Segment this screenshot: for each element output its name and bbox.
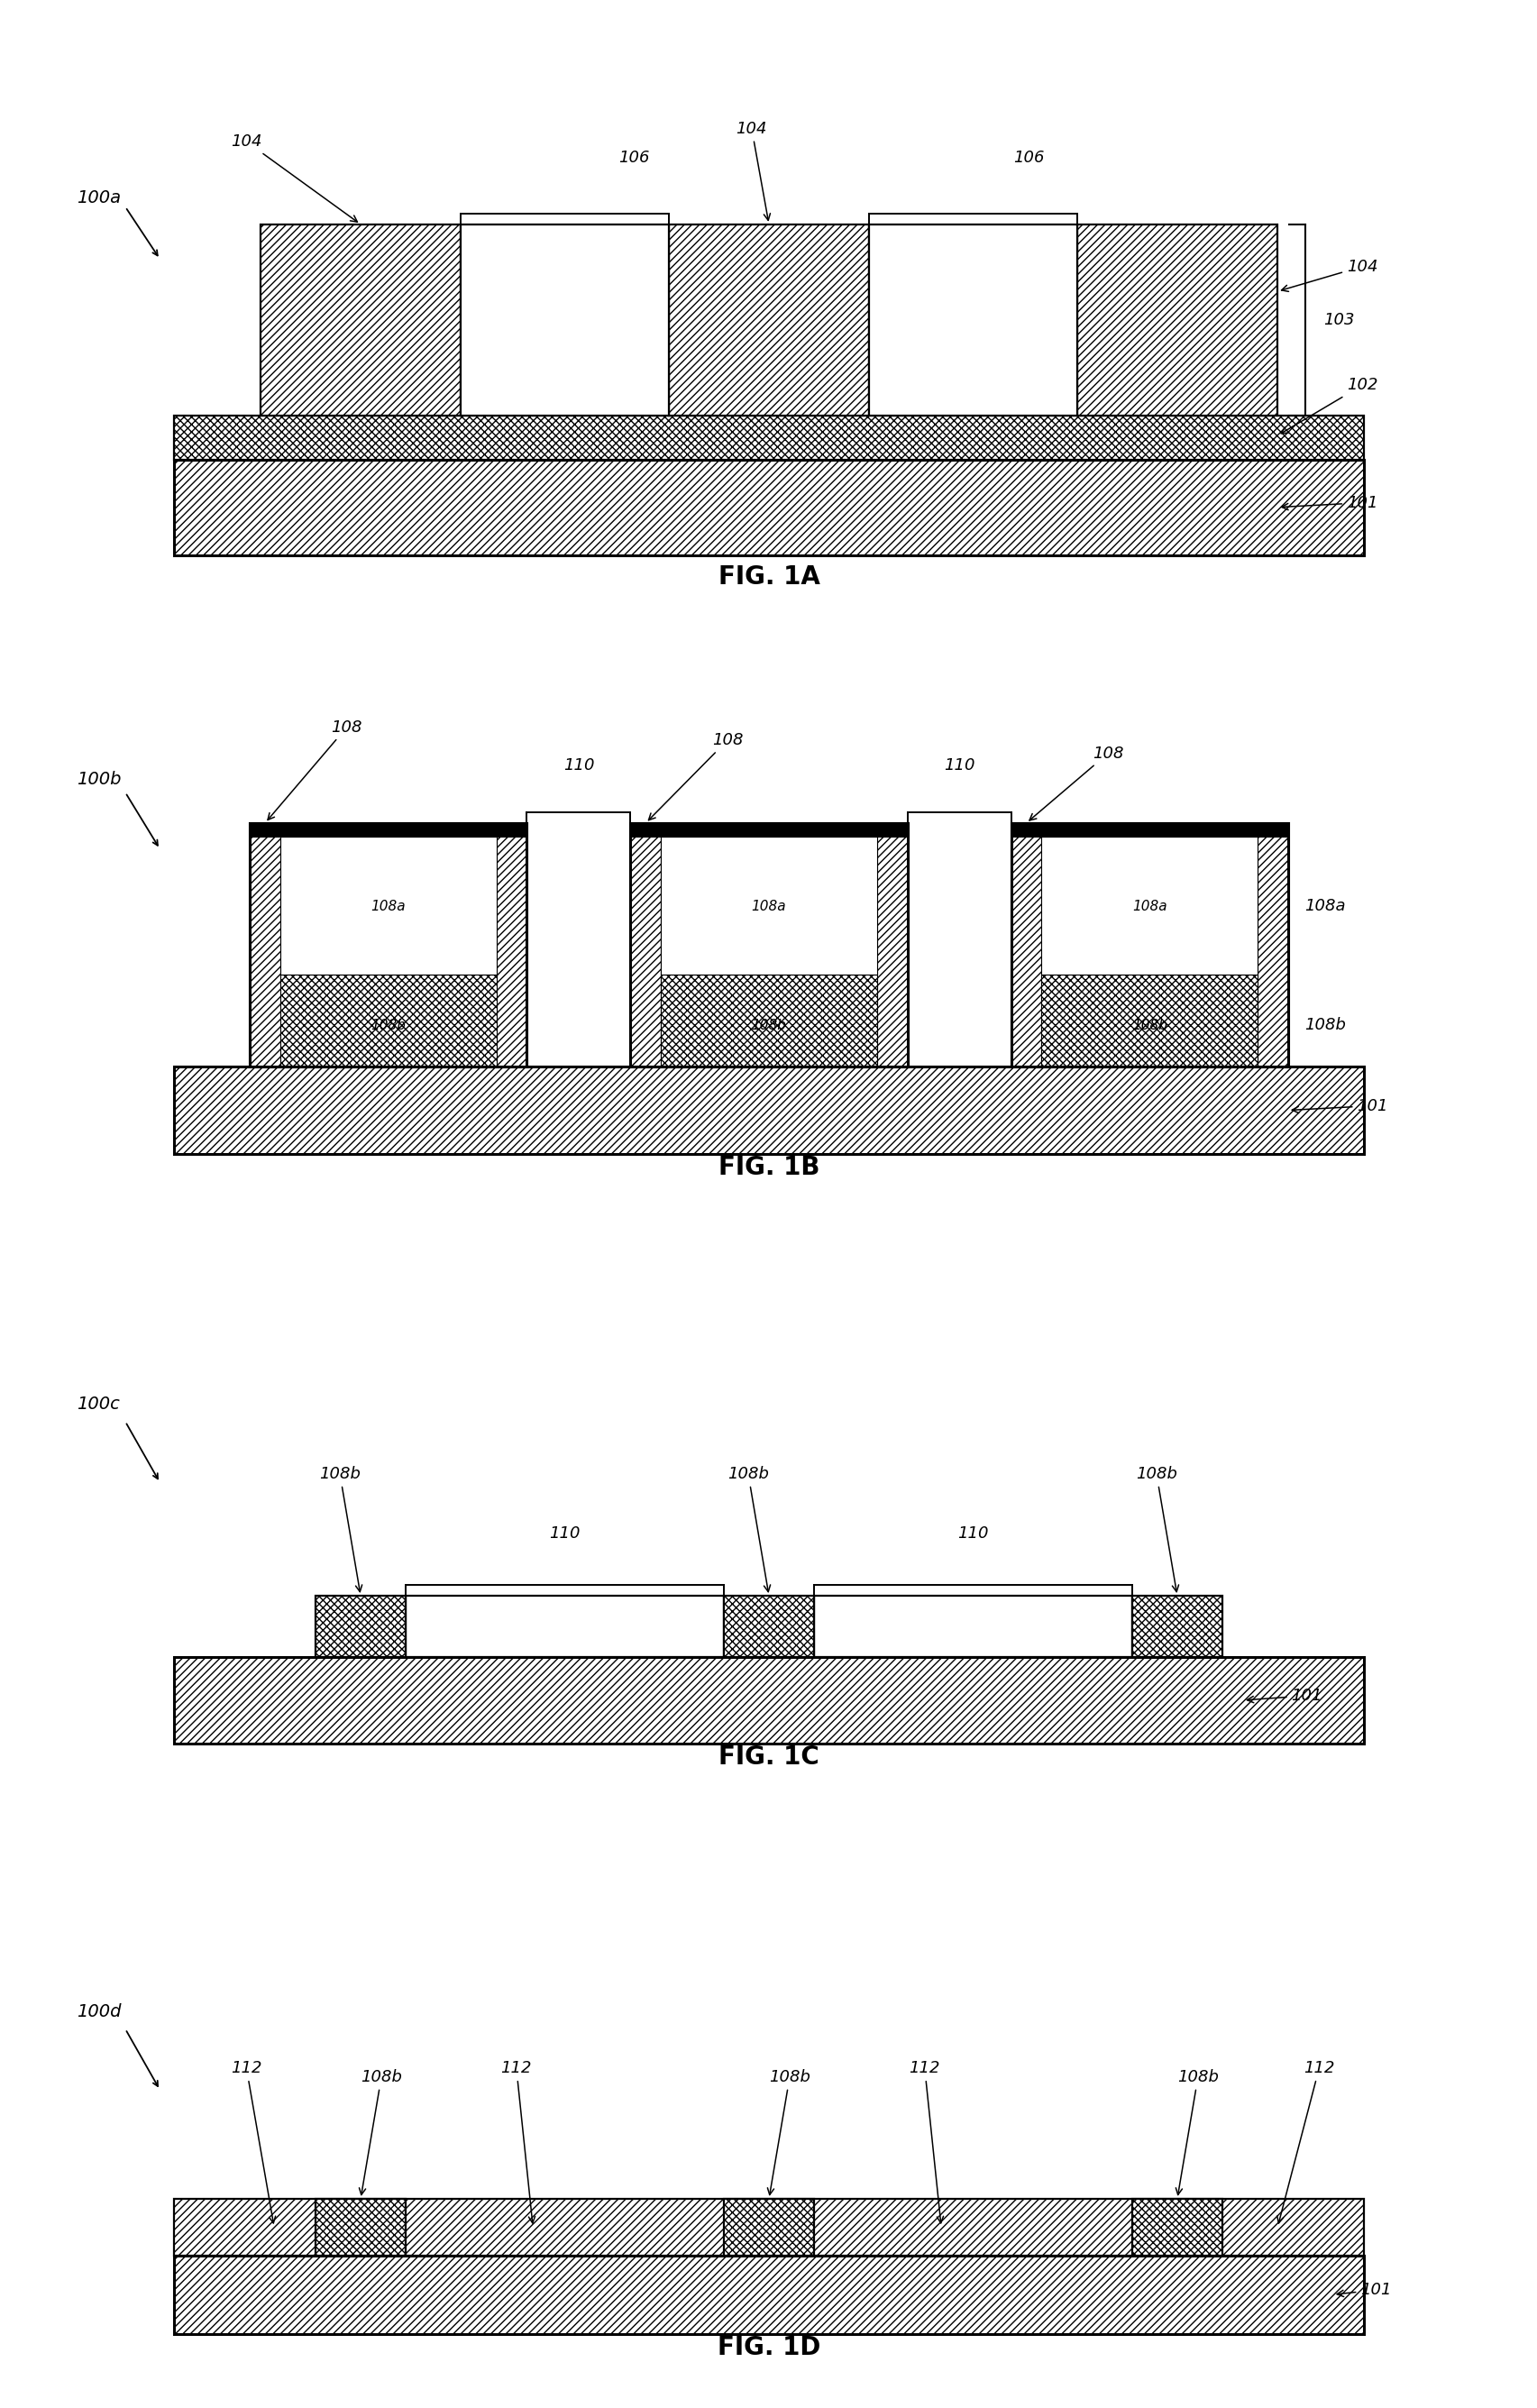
- Text: 101: 101: [1247, 1688, 1322, 1705]
- Bar: [661, 836, 876, 975]
- Bar: [174, 417, 1363, 460]
- Bar: [1131, 1597, 1222, 1657]
- Text: 101: 101: [1280, 494, 1377, 510]
- Bar: [1076, 224, 1277, 417]
- Text: 106: 106: [1013, 149, 1044, 166]
- Text: 108b: 108b: [1131, 1019, 1167, 1031]
- Bar: [630, 824, 661, 1067]
- Bar: [249, 824, 526, 1067]
- Text: 110: 110: [958, 1527, 988, 1541]
- Text: 106: 106: [618, 149, 649, 166]
- Text: 100a: 100a: [77, 190, 121, 207]
- Bar: [249, 824, 280, 1067]
- Text: 101: 101: [1291, 1098, 1388, 1115]
- Bar: [669, 224, 868, 417]
- Text: 108b: 108b: [320, 1466, 361, 1592]
- Bar: [1011, 824, 1288, 1067]
- Bar: [724, 2199, 813, 2256]
- Bar: [249, 824, 526, 1067]
- Bar: [1011, 824, 1288, 836]
- Text: 108b: 108b: [370, 1019, 406, 1031]
- Text: 104: 104: [1280, 258, 1377, 291]
- Bar: [174, 2199, 1363, 2256]
- Bar: [461, 224, 669, 417]
- Bar: [280, 975, 496, 1067]
- Bar: [1131, 2199, 1222, 2256]
- Text: 108a: 108a: [370, 898, 406, 913]
- Text: 108b: 108b: [1176, 2068, 1217, 2194]
- Bar: [630, 824, 907, 1067]
- Bar: [1011, 824, 1288, 1067]
- Bar: [630, 824, 907, 1067]
- Text: FIG. 1A: FIG. 1A: [718, 566, 819, 590]
- Text: 108b: 108b: [727, 1466, 770, 1592]
- Bar: [876, 824, 907, 1067]
- Text: 110: 110: [563, 756, 593, 773]
- Text: 108: 108: [1028, 744, 1124, 821]
- Bar: [174, 1067, 1363, 1153]
- Text: 112: 112: [231, 2061, 275, 2223]
- Text: 108: 108: [267, 720, 363, 819]
- Bar: [813, 1597, 1131, 1657]
- Text: 112: 112: [501, 2061, 535, 2223]
- Text: 102: 102: [1280, 378, 1377, 433]
- Text: 108b: 108b: [1136, 1466, 1177, 1592]
- Text: 110: 110: [944, 756, 974, 773]
- Bar: [1041, 975, 1257, 1067]
- Text: FIG. 1D: FIG. 1D: [716, 2336, 821, 2360]
- Bar: [260, 224, 461, 417]
- Text: 100d: 100d: [77, 2003, 121, 2020]
- Text: 104: 104: [736, 120, 770, 222]
- Text: 108b: 108b: [1303, 1016, 1345, 1033]
- Bar: [174, 2256, 1363, 2333]
- Text: 110: 110: [549, 1527, 579, 1541]
- Bar: [406, 1597, 724, 1657]
- Bar: [630, 824, 907, 836]
- Bar: [1257, 824, 1288, 1067]
- Bar: [868, 224, 1076, 417]
- Bar: [1011, 824, 1041, 1067]
- Text: 108b: 108b: [752, 1019, 785, 1031]
- Text: 108a: 108a: [752, 898, 785, 913]
- Bar: [174, 1657, 1363, 1743]
- Bar: [1041, 836, 1257, 975]
- Text: 112: 112: [908, 2061, 942, 2223]
- Text: FIG. 1B: FIG. 1B: [718, 1156, 819, 1180]
- Text: 108b: 108b: [360, 2068, 401, 2194]
- Bar: [249, 824, 526, 836]
- Bar: [280, 836, 496, 975]
- Text: 112: 112: [1276, 2061, 1334, 2223]
- Bar: [315, 1597, 406, 1657]
- Text: 108: 108: [649, 732, 742, 821]
- Text: 108a: 108a: [1131, 898, 1167, 913]
- Text: 103: 103: [1322, 313, 1354, 327]
- Text: 104: 104: [231, 132, 357, 222]
- Bar: [315, 2199, 406, 2256]
- Text: 100c: 100c: [77, 1397, 120, 1413]
- Text: FIG. 1C: FIG. 1C: [718, 1746, 819, 1770]
- Text: 100b: 100b: [77, 771, 121, 787]
- Text: 108a: 108a: [1303, 898, 1345, 915]
- Text: 108b: 108b: [767, 2068, 810, 2194]
- Bar: [724, 1597, 813, 1657]
- Text: 101: 101: [1336, 2283, 1391, 2297]
- Bar: [174, 460, 1363, 556]
- Bar: [496, 824, 526, 1067]
- Bar: [661, 975, 876, 1067]
